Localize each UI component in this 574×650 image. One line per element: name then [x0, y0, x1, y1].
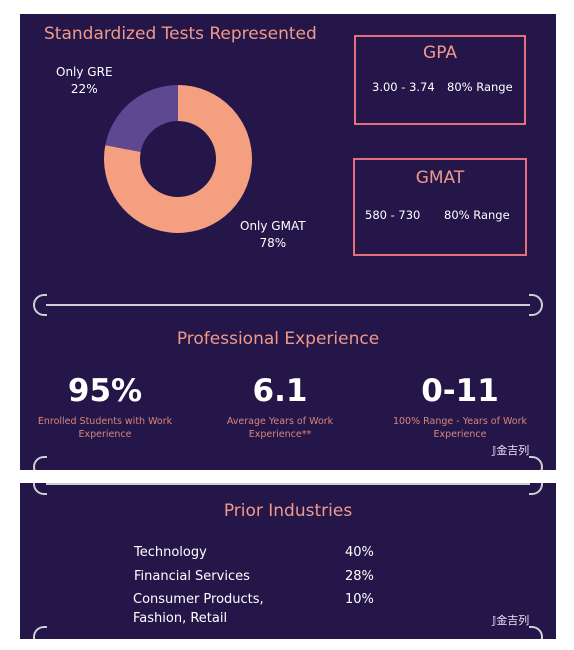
industry-name-financial: Financial Services — [134, 569, 250, 584]
top-bracket-right — [529, 483, 543, 495]
gpa-title: GPA — [423, 43, 457, 63]
gmat-range: 580 - 730 — [365, 208, 421, 222]
stat-value-range: 0-11 — [421, 373, 499, 409]
top-rule — [46, 483, 530, 485]
stat-value-enrolled: 95% — [67, 373, 143, 409]
tests-donut-chart — [104, 85, 252, 233]
stat-caption-enrolled: Enrolled Students with Work Experience — [37, 416, 173, 440]
label-only-gmat-name: Only GMAT — [240, 219, 306, 233]
experience-title: Professional Experience — [176, 329, 380, 349]
stat-value-avg-years: 6.1 — [252, 373, 308, 409]
label-only-gmat-pct: 78% — [259, 236, 287, 250]
donut-slice-only-gmat — [104, 85, 252, 233]
label-only-gre-pct: 22% — [70, 82, 98, 96]
watermark-text: 金吉列 — [496, 444, 530, 457]
industry-pct-consumer: 10% — [345, 592, 374, 607]
watermark-text-2: 金吉列 — [496, 614, 530, 627]
label-only-gre-name: Only GRE — [56, 65, 113, 79]
gpa-range: 3.00 - 3.74 — [372, 80, 435, 94]
top-bracket-left — [33, 483, 47, 495]
gpa-note: 80% Range — [447, 80, 513, 94]
gmat-title: GMAT — [415, 168, 465, 188]
tests-title: Standardized Tests Represented — [44, 24, 317, 44]
industry-pct-financial: 28% — [345, 569, 374, 584]
label-only-gre: Only GRE 22% — [56, 64, 113, 98]
watermark-icon: 𝕁 — [492, 444, 497, 457]
stats-panel-top: Standardized Tests Represented Only GRE … — [20, 14, 556, 470]
stat-caption-range: 100% Range - Years of Work Experience — [392, 416, 528, 440]
label-only-gmat: Only GMAT 78% — [240, 218, 306, 252]
divider-bracket-left — [33, 294, 47, 316]
industry-pct-technology: 40% — [345, 545, 374, 560]
watermark-logo: 𝕁金吉列 — [492, 442, 529, 458]
stat-caption-avg-years: Average Years of Work Experience** — [226, 416, 334, 440]
gpa-box: GPA 3.00 - 3.74 80% Range — [354, 35, 526, 125]
bottom2-bracket-left — [33, 626, 47, 639]
gmat-note: 80% Range — [444, 208, 510, 222]
watermark-icon-2: 𝕁 — [492, 614, 497, 627]
stats-panel-bottom: Prior Industries Technology 40% Financia… — [20, 483, 556, 639]
gmat-box: GMAT 580 - 730 80% Range — [353, 158, 527, 256]
watermark-logo-2: 𝕁金吉列 — [492, 612, 529, 628]
industry-name-technology: Technology — [134, 545, 207, 560]
bottom-bracket-left — [33, 456, 47, 470]
industry-name-consumer: Consumer Products, Fashion, Retail — [133, 592, 264, 626]
divider-bracket-right — [529, 294, 543, 316]
section-divider — [46, 304, 530, 306]
donut-slice-only-gre — [105, 85, 178, 152]
bottom2-bracket-right — [529, 626, 543, 639]
industries-title: Prior Industries — [223, 501, 353, 521]
bottom-bracket-right — [529, 456, 543, 470]
